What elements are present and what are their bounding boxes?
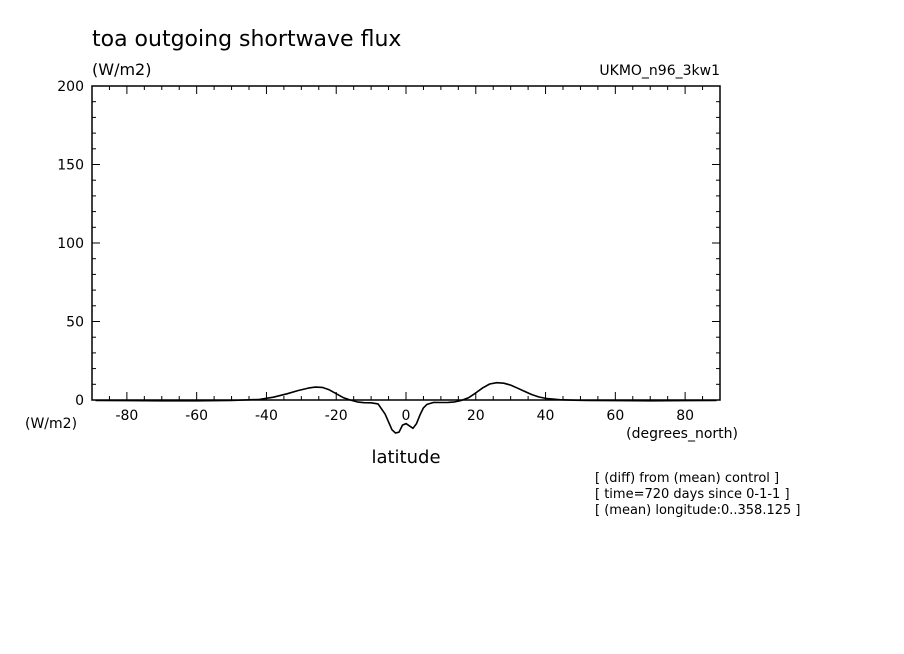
y-tick-label: 50 bbox=[66, 315, 84, 331]
x-tick-label: -20 bbox=[325, 408, 348, 424]
y-units-label: (W/m2) bbox=[25, 416, 77, 432]
model-label: UKMO_n96_3kw1 bbox=[599, 63, 720, 79]
x-tick-label: 20 bbox=[467, 408, 485, 424]
x-tick-label: 0 bbox=[402, 408, 411, 424]
y-tick-label: 150 bbox=[57, 158, 84, 174]
x-tick-label: -80 bbox=[115, 408, 138, 424]
series-layer bbox=[95, 381, 717, 434]
x-tick-label: 40 bbox=[537, 408, 555, 424]
y-tick-label: 200 bbox=[57, 79, 84, 95]
y-tick-label: 100 bbox=[57, 236, 84, 252]
x-axis-label: latitude bbox=[371, 447, 440, 468]
x-tick-label: -40 bbox=[255, 408, 278, 424]
note-line-2: [ time=720 days since 0-1-1 ] bbox=[595, 487, 790, 502]
x-axis-ticks: -80 -60 -40 -20 0 20 40 60 80 bbox=[91, 86, 721, 424]
top-units-label: (W/m2) bbox=[92, 60, 151, 79]
chart-title: toa outgoing shortwave flux bbox=[92, 27, 401, 52]
y-axis-ticks: 0 50 100 150 200 bbox=[57, 79, 720, 409]
series-line bbox=[95, 381, 717, 434]
x-tick-label: -60 bbox=[185, 408, 208, 424]
x-tick-label: 80 bbox=[676, 408, 694, 424]
note-line-3: [ (mean) longitude:0..358.125 ] bbox=[595, 503, 800, 518]
y-tick-label: 0 bbox=[75, 393, 84, 409]
x-tick-label: 60 bbox=[606, 408, 624, 424]
note-line-1: [ (diff) from (mean) control ] bbox=[595, 471, 779, 486]
plot-frame bbox=[91, 85, 721, 401]
x-units-label: (degrees_north) bbox=[626, 426, 738, 442]
